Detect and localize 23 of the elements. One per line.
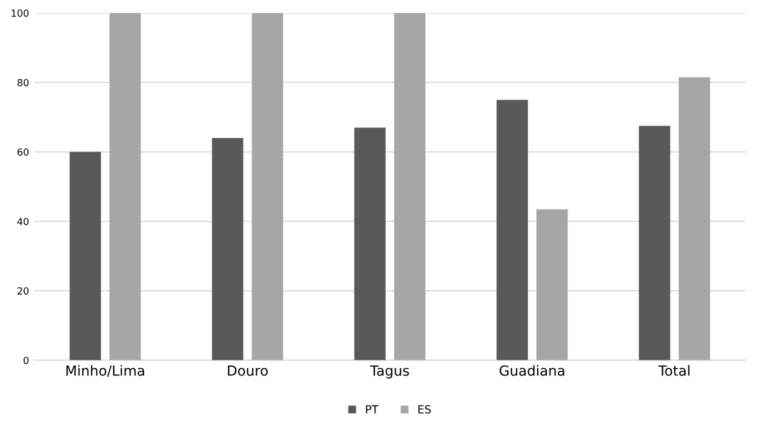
bar	[252, 13, 284, 360]
bar	[496, 100, 528, 360]
y-tick-label: 0	[24, 356, 29, 364]
x-tick-label: Minho/Lima	[66, 365, 144, 377]
bar	[678, 77, 710, 360]
x-tick-label: Tagus	[370, 366, 409, 379]
y-tick-label: 40	[17, 218, 29, 226]
x-tick-label: Total	[658, 365, 690, 376]
y-tick-label: 60	[18, 148, 29, 156]
bar	[354, 128, 386, 360]
bar	[70, 152, 101, 360]
y-tick-label: 100	[12, 10, 29, 17]
y-tick-label: 20	[18, 287, 29, 295]
legend-label: PT	[366, 405, 378, 414]
legend-label: ES	[418, 405, 431, 414]
bar	[394, 13, 426, 360]
x-tick-label: Douro	[228, 366, 268, 376]
bar	[109, 13, 141, 360]
bar	[638, 126, 670, 360]
x-tick-label: Guadiana	[500, 365, 564, 376]
bar	[536, 209, 568, 360]
bar	[212, 138, 244, 360]
y-tick-label: 80	[17, 78, 29, 86]
